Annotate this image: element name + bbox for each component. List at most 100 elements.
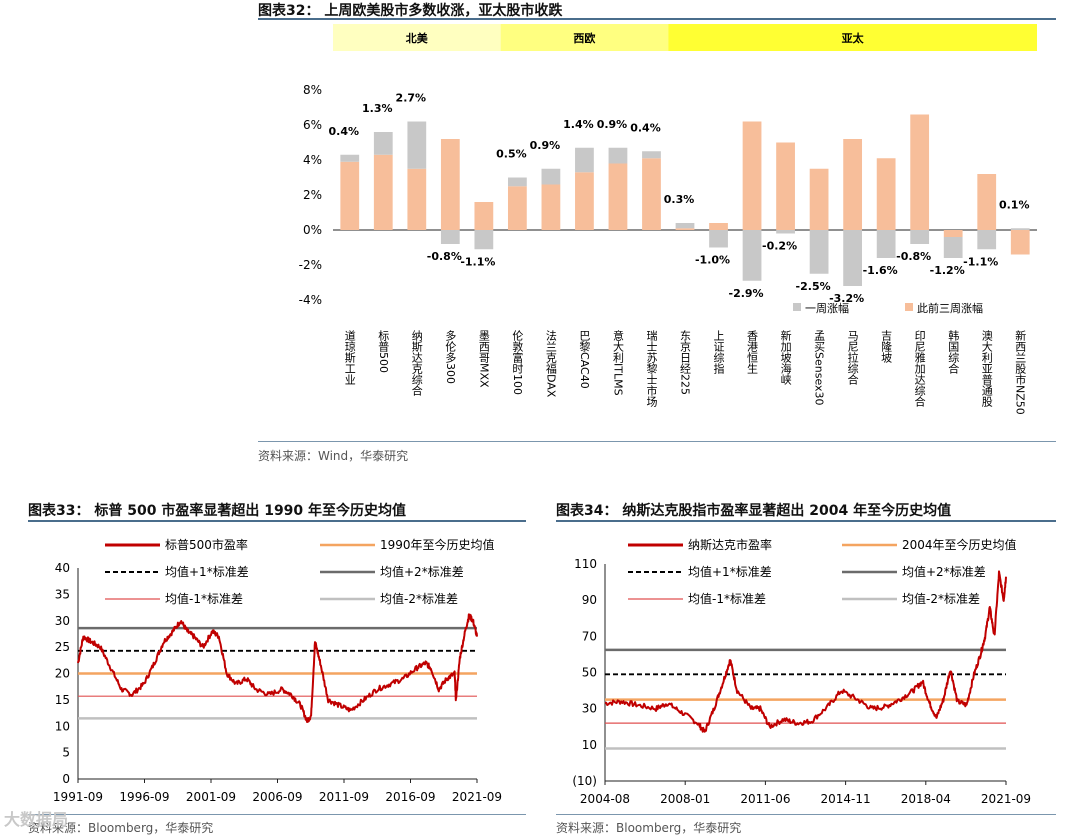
- bar-one-week: [876, 230, 896, 258]
- legend-swatch-prior: [905, 303, 913, 311]
- bar-one-week: [977, 230, 997, 250]
- data-label: 0.1%: [999, 198, 1030, 211]
- category-label: 墨西哥MXX: [477, 330, 490, 388]
- fig33-title-rule: [28, 520, 526, 522]
- region-label: 北美: [406, 31, 429, 45]
- legend-label: 均值+2*标准差: [902, 564, 986, 579]
- x-tick-label: 1991-09: [53, 790, 103, 804]
- fig32-chart: 北美 西欧 亚太 -4% -2% 0% 2% 4% 6% 8% 0.4% 道琼斯工业 1.3% 标普500…: [299, 24, 1037, 415]
- watermark: 大数据局: [4, 810, 69, 829]
- x-tick-label: 2021-09: [452, 790, 502, 804]
- fig34-bottom-rule: [556, 814, 1056, 815]
- bar-prior-3-weeks: [608, 163, 628, 230]
- category-label: 多伦多300: [444, 329, 457, 384]
- bar-one-week: [575, 147, 594, 173]
- category-label: 巴黎CAC40: [578, 330, 591, 389]
- bar-prior-3-weeks: [407, 168, 427, 230]
- y-tick-label: 0: [62, 772, 70, 786]
- legend-label: 均值+1*标准差: [165, 564, 249, 579]
- x-tick-label: 2006-09: [252, 790, 302, 804]
- bar-one-week: [843, 230, 863, 286]
- y-tick-label: 50: [582, 666, 597, 680]
- pe-series-line: [77, 613, 478, 723]
- category-label: 意大利ITLMS: [611, 329, 624, 396]
- fig33-bottom-rule: [28, 814, 526, 815]
- bar-one-week: [608, 147, 628, 164]
- fig32-title-rule: [258, 18, 1056, 20]
- y-tick-label: 8%: [303, 83, 322, 97]
- bar-one-week: [709, 230, 728, 248]
- y-tick-label: 90: [582, 593, 597, 607]
- bar-prior-3-weeks: [876, 158, 896, 230]
- bar-prior-3-weeks: [742, 121, 762, 230]
- y-tick-label: 20: [55, 667, 70, 681]
- fig32-bottom-rule: [258, 441, 1056, 442]
- bar-one-week: [340, 154, 360, 162]
- x-tick-label: 1996-09: [119, 790, 169, 804]
- legend-swatch-one-week: [793, 303, 801, 311]
- x-tick-label: 2004-08: [580, 792, 630, 806]
- y-tick-label: 10: [582, 738, 597, 752]
- legend-label: 2004年至今历史均值: [902, 537, 1017, 552]
- bar-prior-3-weeks: [541, 184, 561, 230]
- data-label: -2.9%: [729, 287, 764, 300]
- y-tick-label: 5: [62, 746, 70, 760]
- category-label: 新西兰股市NZ50: [1014, 329, 1027, 415]
- data-label: -3.2%: [829, 292, 864, 305]
- category-label: 孟买Sensex30: [813, 330, 826, 406]
- data-label: -1.0%: [695, 254, 730, 267]
- legend-label: 纳斯达克市盈率: [688, 537, 772, 552]
- fig32-title: 图表32： 上周欧美股市多数收涨，亚太股市收跌: [258, 3, 563, 19]
- bar-one-week: [440, 230, 460, 244]
- category-label: 印尼雅加达综合: [913, 330, 926, 407]
- category-label: 香港恒生: [746, 330, 759, 374]
- fig34-title-rule: [556, 520, 1056, 522]
- fig34-chart: (10) 10 30 50 70 90 110 2004-08 2008-01 2011-06 20…: [572, 537, 1031, 806]
- legend-label: 均值-2*标准差: [380, 591, 458, 606]
- y-tick-label: 110: [574, 557, 597, 571]
- bar-one-week: [742, 230, 762, 281]
- data-label: 2.7%: [396, 92, 427, 105]
- legend-label: 均值+1*标准差: [688, 564, 772, 579]
- x-tick-label: 2021-09: [981, 792, 1031, 806]
- fig33-source: 资料来源：Bloomberg，华泰研究: [28, 821, 214, 835]
- category-label: 澳大利亚普通股: [980, 330, 993, 408]
- bar-prior-3-weeks: [507, 186, 527, 230]
- bar-one-week: [474, 230, 494, 250]
- y-tick-label: (10): [572, 774, 597, 788]
- bar-prior-3-weeks: [340, 161, 360, 230]
- x-tick-label: 2011-06: [740, 792, 790, 806]
- bar-prior-3-weeks: [776, 142, 795, 230]
- data-label: 1.4%: [563, 118, 594, 131]
- x-tick-label: 2001-09: [186, 790, 236, 804]
- bar-prior-3-weeks: [943, 230, 963, 237]
- data-label: -1.2%: [930, 264, 965, 277]
- x-tick-label: 2018-04: [901, 792, 951, 806]
- data-label: -1.1%: [460, 255, 495, 268]
- y-tick-label: 25: [55, 640, 70, 654]
- data-label: -1.6%: [863, 264, 898, 277]
- data-label: 0.9%: [597, 118, 628, 131]
- bar-one-week: [1010, 228, 1030, 230]
- bar-one-week: [776, 230, 795, 234]
- y-tick-label: 40: [55, 561, 70, 575]
- y-tick-label: -4%: [299, 293, 322, 307]
- y-tick-label: 30: [582, 702, 597, 716]
- category-label: 标普500: [377, 329, 390, 373]
- category-label: 瑞士苏黎士市场: [645, 329, 658, 408]
- fig34-title: 图表34： 纳斯达克股指市盈率显著超出 2004 年至今历史均值: [556, 503, 952, 519]
- fig34-source: 资料来源：Bloomberg，华泰研究: [556, 821, 742, 835]
- data-label: 0.4%: [329, 125, 360, 138]
- x-tick-label: 2014-11: [821, 792, 871, 806]
- data-label: 0.5%: [496, 148, 527, 161]
- category-label: 东京日经225: [679, 330, 692, 395]
- bar-one-week: [541, 168, 561, 185]
- data-label: 1.3%: [362, 102, 393, 115]
- legend-label: 均值+2*标准差: [380, 564, 464, 579]
- data-label: 0.4%: [630, 121, 661, 134]
- y-tick-label: 0%: [303, 223, 322, 237]
- bar-prior-3-weeks: [843, 139, 863, 230]
- category-label: 新加坡海峡: [779, 329, 792, 385]
- data-label: -1.1%: [963, 255, 998, 268]
- legend-prior: 此前三周涨幅: [917, 301, 983, 315]
